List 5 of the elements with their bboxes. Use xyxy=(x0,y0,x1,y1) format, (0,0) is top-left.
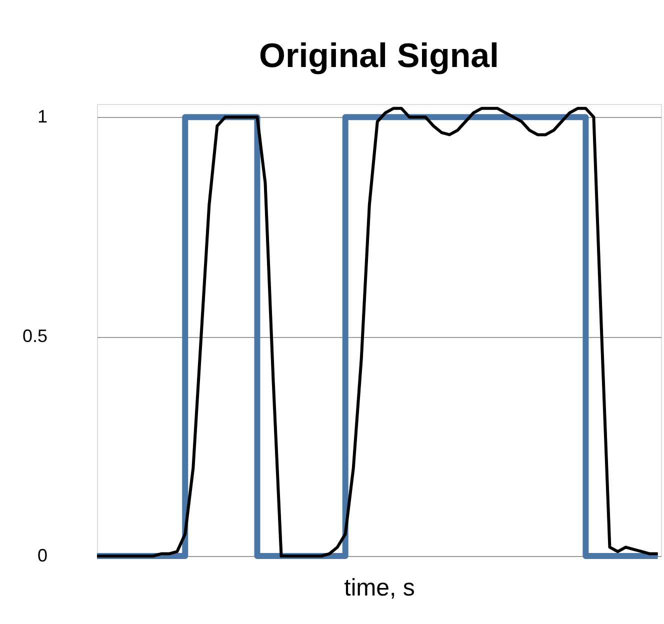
x-axis-title: time, s xyxy=(344,574,415,602)
y-tick-label: 1 xyxy=(37,106,48,127)
y-tick-label: 0 xyxy=(37,546,48,566)
chart-title: Original Signal xyxy=(259,37,499,75)
y-tick-label: 0.5 xyxy=(22,326,48,346)
